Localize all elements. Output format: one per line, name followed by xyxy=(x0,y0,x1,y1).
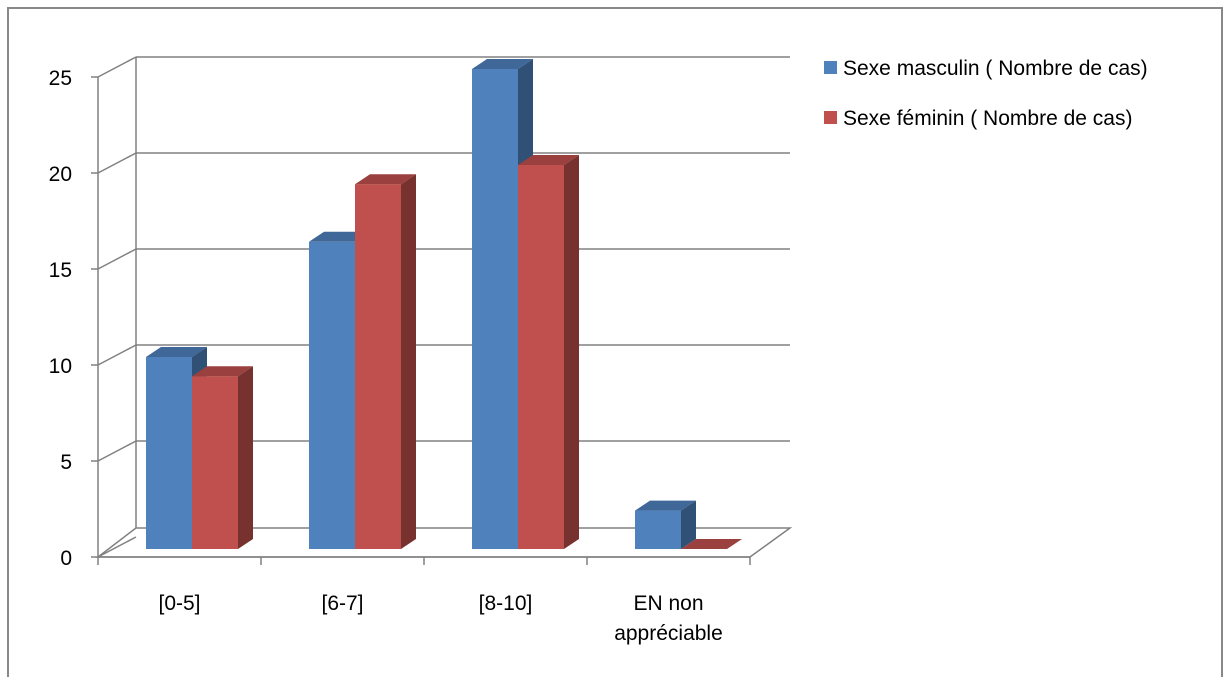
grid-diagonal xyxy=(97,56,137,78)
x-tick-label: EN non appréciable xyxy=(614,592,723,645)
labels: 0 5 10 15 20 25 [0-5] [6-7] [8-10] EN non apprécia… xyxy=(49,67,723,645)
bar-masculin-3 xyxy=(635,500,696,549)
y-tick-label: 25 xyxy=(49,67,72,90)
bars xyxy=(146,59,742,550)
legend: Sexe masculin ( Nombre de cas) Sexe fémin… xyxy=(824,57,1148,130)
x-tick-label: [8-10] xyxy=(479,592,533,615)
legend-label: Sexe féminin ( Nombre de cas) xyxy=(843,107,1132,130)
grid-diagonal xyxy=(97,344,137,366)
legend-swatch xyxy=(824,111,837,124)
y-tick-label: 15 xyxy=(49,259,72,282)
legend-item: Sexe féminin ( Nombre de cas) xyxy=(824,107,1132,130)
axes xyxy=(91,57,793,565)
bar-feminin-1 xyxy=(355,174,416,549)
grid-diagonal xyxy=(97,152,137,174)
x-tick-label: [6-7] xyxy=(321,592,363,615)
x-tick-label: [0-5] xyxy=(158,592,200,615)
legend-item: Sexe masculin ( Nombre de cas) xyxy=(824,57,1148,80)
y-tick-label: 10 xyxy=(49,355,72,378)
legend-swatch xyxy=(824,61,837,74)
bar-feminin-2 xyxy=(518,155,579,549)
y-tick-label: 0 xyxy=(60,547,72,570)
bar-feminin-3 xyxy=(681,539,742,549)
legend-label: Sexe masculin ( Nombre de cas) xyxy=(843,57,1148,80)
y-tick-label: 20 xyxy=(49,163,72,186)
y-tick-label: 5 xyxy=(60,451,72,474)
grid-diagonal xyxy=(97,440,137,462)
bar-feminin-0 xyxy=(192,366,253,549)
grid-diagonal xyxy=(97,536,137,558)
grid-diagonal xyxy=(97,248,137,270)
